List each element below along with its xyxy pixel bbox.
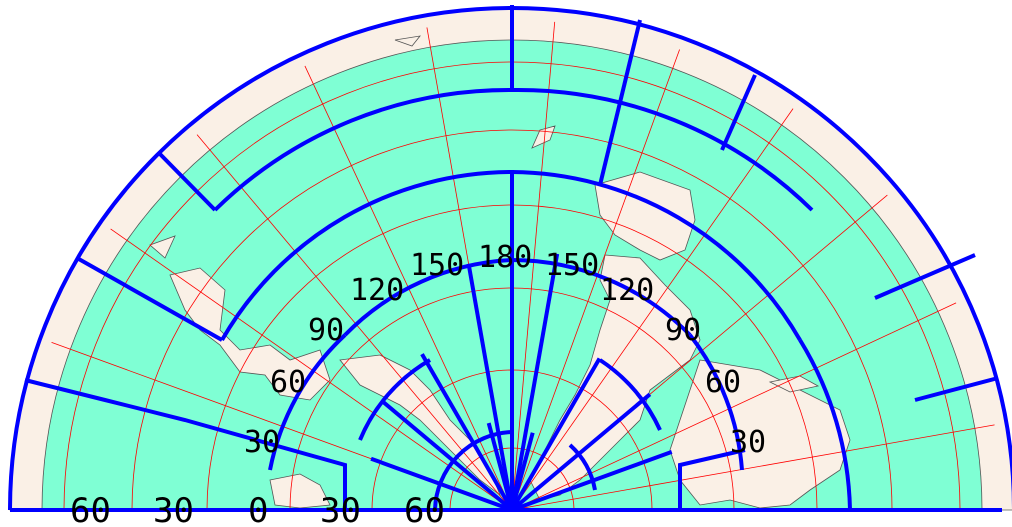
arc-label: 30 — [730, 425, 766, 460]
bottom-labels: 60 30 0 30 60 — [70, 491, 445, 527]
landmasses — [149, 35, 851, 509]
grid-ray — [511, 449, 673, 512]
bottom-label: 30 — [320, 491, 361, 527]
grid-arc-segment — [598, 358, 662, 431]
grid-arc-segment — [678, 448, 746, 510]
grid-arc-segment — [720, 74, 757, 151]
arc-label: 150 — [545, 248, 599, 283]
arc-labels: 30 60 90 120 150 180 150 120 90 60 30 — [244, 240, 766, 460]
grid-ray — [510, 432, 535, 511]
arc-label: 180 — [478, 240, 532, 275]
grid-arc-segment — [156, 150, 217, 212]
bottom-label: 0 — [248, 491, 268, 527]
graticule-ray — [110, 228, 513, 511]
arc-label: 150 — [410, 248, 464, 283]
land-right-island — [768, 375, 820, 393]
grid-arc-segment — [874, 253, 976, 300]
graticule-ray — [511, 424, 995, 511]
land-right-continent — [529, 254, 701, 501]
grid-ray — [510, 392, 652, 512]
land-right-north — [594, 171, 696, 261]
grid-arc-segment — [24, 378, 347, 510]
grid-arc-segment — [268, 333, 347, 471]
grid-ray — [466, 263, 514, 511]
grid-arc-segment — [358, 358, 432, 441]
grid-ray — [510, 253, 560, 511]
graticule-ray — [511, 302, 957, 511]
land-right-east — [669, 359, 851, 509]
graticule-ray — [511, 49, 680, 511]
arc-label: 120 — [600, 273, 654, 308]
grid-ray — [370, 456, 513, 512]
land-bottom-left — [269, 473, 331, 509]
grid-arc-segment — [598, 19, 642, 186]
bottom-label: 30 — [153, 491, 194, 527]
land-left-islands — [149, 235, 176, 259]
land-top-small — [394, 35, 421, 47]
graticule-ray — [196, 134, 513, 511]
arc-label: 90 — [308, 313, 344, 348]
grid-arc-segment — [568, 443, 597, 491]
grid-ray — [420, 353, 514, 511]
land-left-peninsula — [339, 354, 501, 497]
graticule-ray — [511, 108, 794, 511]
grid-ray — [486, 422, 514, 511]
arc-label: 30 — [244, 425, 280, 460]
blue-grid — [8, 5, 1012, 512]
arc-label: 120 — [350, 273, 404, 308]
arc-label: 60 — [270, 365, 306, 400]
grid-arc-segment — [76, 256, 223, 342]
bottom-label: 60 — [404, 491, 445, 527]
graticule-arc — [131, 129, 893, 511]
arc-label: 90 — [665, 313, 701, 348]
grid-arc-segment — [798, 338, 852, 511]
grid-arc-segment — [914, 376, 999, 402]
bottom-label: 60 — [70, 491, 111, 527]
arc-label: 60 — [705, 365, 741, 400]
land-left-continent — [169, 267, 331, 401]
graticule-ray — [511, 21, 556, 511]
grid-arc-segment — [688, 333, 744, 471]
grid-ray — [510, 357, 602, 512]
grid-ray — [380, 399, 514, 512]
